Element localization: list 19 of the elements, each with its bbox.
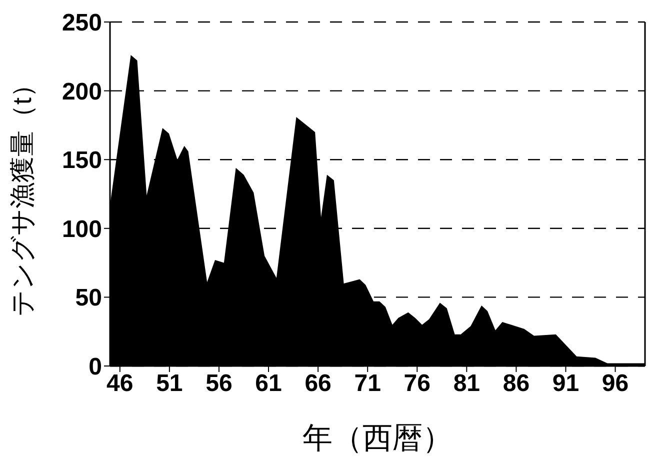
y-tick-label: 200 <box>62 78 102 106</box>
x-tick-label: 81 <box>453 370 480 398</box>
y-axis-title: テングサ漁獲量（t） <box>7 71 38 317</box>
x-tick-label: 66 <box>304 370 332 398</box>
x-tick-label: 96 <box>602 370 629 398</box>
x-axis-title: 年（西暦） <box>302 422 452 455</box>
y-tick-label: 150 <box>62 147 102 174</box>
y-tick-label: 250 <box>62 10 102 37</box>
x-tick-label: 76 <box>404 370 430 398</box>
x-tick-label: 46 <box>106 370 134 398</box>
x-tick-label: 86 <box>502 370 530 398</box>
x-tick-label: 61 <box>255 370 282 398</box>
y-tick-label: 100 <box>62 216 102 243</box>
y-tick-label: 0 <box>88 354 102 381</box>
y-tick-label: 50 <box>75 284 102 312</box>
x-tick-label: 56 <box>206 370 232 398</box>
x-tick-label: 71 <box>354 370 381 398</box>
x-tick-label: 91 <box>552 370 580 398</box>
x-tick-label: 51 <box>156 370 183 398</box>
